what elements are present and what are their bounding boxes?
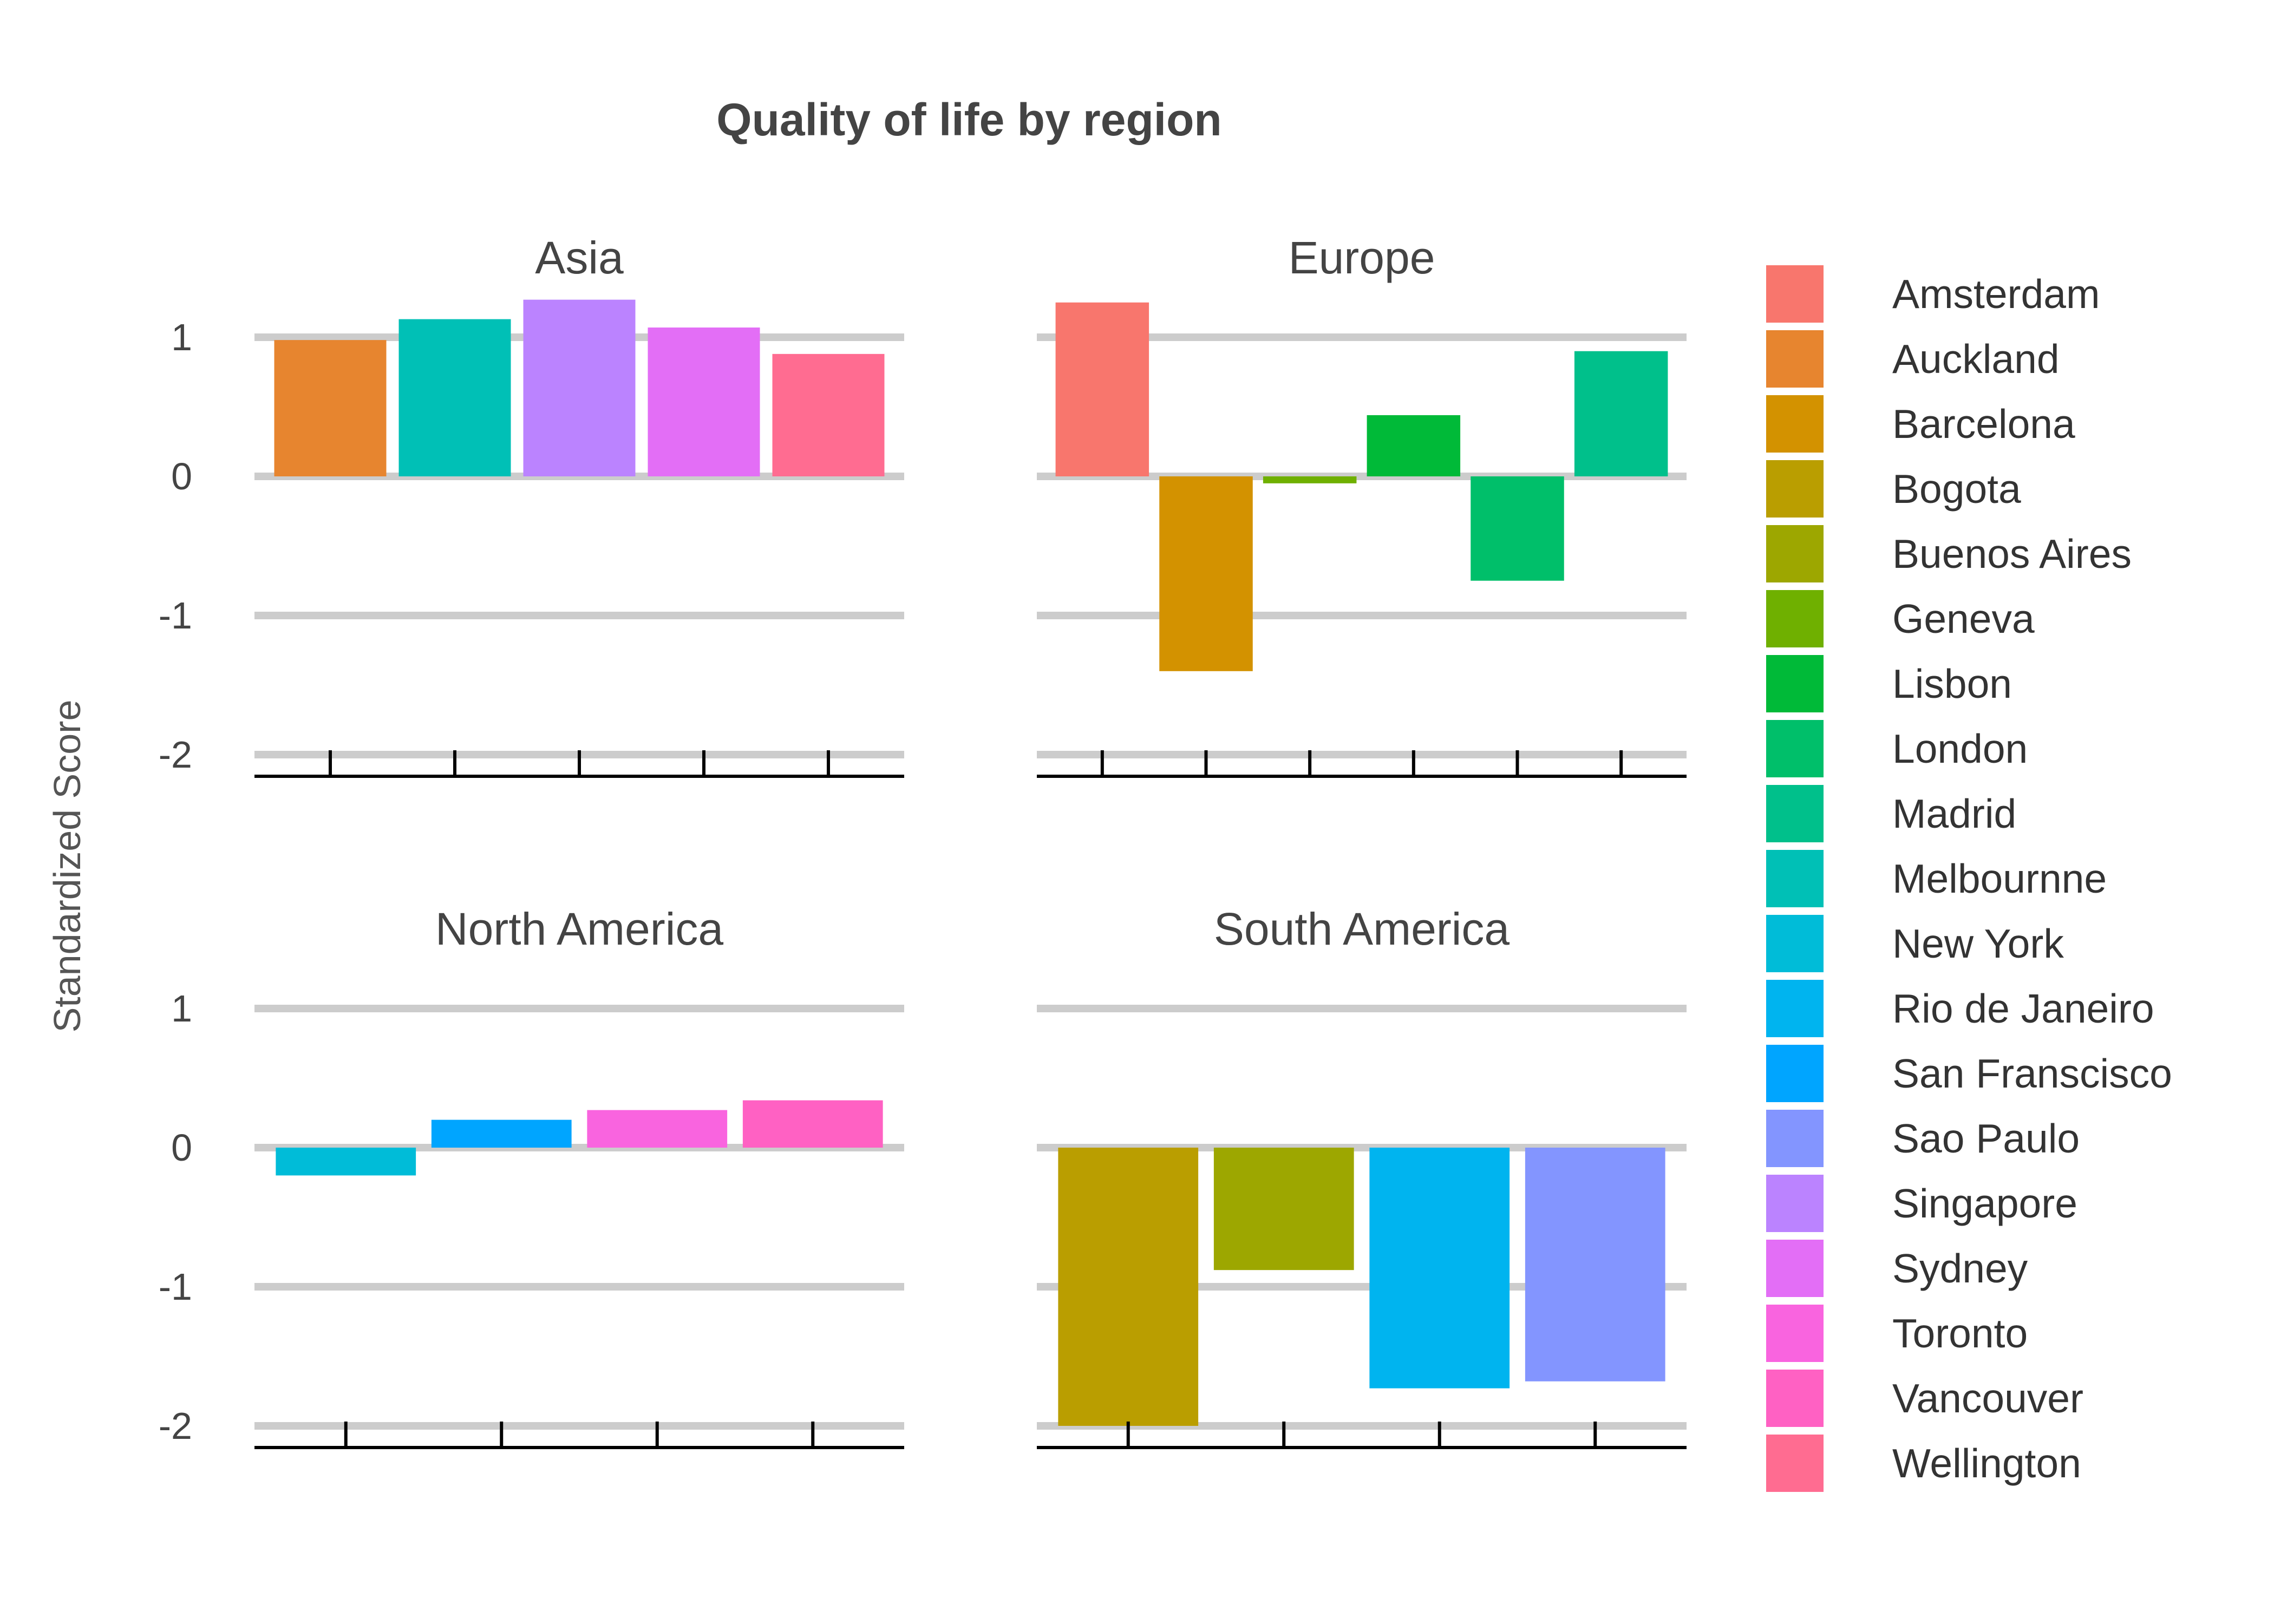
bar-madrid	[1574, 351, 1668, 476]
bar-sydney	[648, 328, 760, 476]
legend-item-london: London	[1766, 720, 2028, 777]
facet-panels: 1 0 -1 -2 Asia Europe 1 0 -1 -2 North America South…	[159, 232, 1687, 1449]
legend-swatch	[1766, 785, 1824, 842]
facet-label: North America	[435, 903, 723, 954]
facet-asia: 1 0 -1 -2 Asia	[159, 232, 904, 778]
legend-swatch	[1766, 850, 1824, 907]
legend-label: Wellington	[1892, 1440, 2081, 1486]
legend-swatch	[1766, 1435, 1824, 1492]
legend-swatch	[1766, 1110, 1824, 1167]
legend-item-singapore: Singapore	[1766, 1175, 2077, 1232]
y-tick-label: -2	[159, 1405, 192, 1447]
facet-europe: Europe	[1037, 232, 1687, 778]
legend-swatch	[1766, 1305, 1824, 1362]
legend-label: Lisbon	[1892, 661, 2012, 706]
legend-swatch	[1766, 590, 1824, 647]
facet-label: Europe	[1289, 232, 1435, 283]
y-axis-title: Standardized Score	[46, 700, 88, 1033]
legend-item-toronto: Toronto	[1766, 1305, 2028, 1362]
bar-sao-paulo	[1525, 1148, 1665, 1381]
legend-item-barcelona: Barcelona	[1766, 395, 2075, 453]
legend-label: New York	[1892, 921, 2064, 966]
legend-item-bogota: Bogota	[1766, 460, 2021, 518]
legend-swatch	[1766, 720, 1824, 777]
legend-item-sao-paulo: Sao Paulo	[1766, 1110, 2080, 1167]
legend-label: Geneva	[1892, 596, 2035, 641]
y-tick-label: 1	[171, 316, 192, 358]
y-tick-label: 1	[171, 987, 192, 1030]
bar-san-franscisco	[431, 1119, 572, 1148]
legend-item-san-franscisco: San Franscisco	[1766, 1045, 2172, 1102]
facet-label: Asia	[535, 232, 624, 283]
legend-label: Barcelona	[1892, 401, 2075, 447]
legend-item-geneva: Geneva	[1766, 590, 2035, 647]
legend-label: Madrid	[1892, 791, 2016, 836]
legend-swatch	[1766, 525, 1824, 582]
bar-lisbon	[1367, 415, 1461, 476]
chart-title: Quality of life by region	[716, 94, 1221, 145]
legend-item-sydney: Sydney	[1766, 1240, 2028, 1297]
legend-label: London	[1892, 726, 2028, 771]
legend-label: Sydney	[1892, 1246, 2028, 1291]
legend-swatch	[1766, 1045, 1824, 1102]
bar-toronto	[587, 1110, 728, 1148]
legend-label: Toronto	[1892, 1311, 2028, 1356]
legend-label: Auckland	[1892, 336, 2060, 382]
legend-swatch	[1766, 1175, 1824, 1232]
legend-item-rio-de-janeiro: Rio de Janeiro	[1766, 980, 2154, 1037]
legend-label: Bogota	[1892, 466, 2021, 512]
facet-south-america: South America	[1037, 903, 1687, 1449]
bar-vancouver	[742, 1100, 883, 1148]
bar-amsterdam	[1055, 302, 1149, 476]
legend-label: Amsterdam	[1892, 271, 2100, 317]
legend-label: Melbournne	[1892, 856, 2107, 901]
legend-label: Rio de Janeiro	[1892, 986, 2154, 1031]
bar-buenos-aires	[1213, 1148, 1354, 1271]
bar-singapore	[523, 299, 636, 476]
legend-swatch	[1766, 655, 1824, 712]
legend-item-buenos-aires: Buenos Aires	[1766, 525, 2132, 582]
legend-item-amsterdam: Amsterdam	[1766, 265, 2100, 323]
legend-swatch	[1766, 1240, 1824, 1297]
facet-label: South America	[1214, 903, 1510, 954]
y-tick-label: 0	[171, 1127, 192, 1169]
bar-wellington	[772, 353, 885, 476]
legend-label: Vancouver	[1892, 1376, 2083, 1421]
legend-item-vancouver: Vancouver	[1766, 1370, 2083, 1427]
bar-auckland	[274, 340, 387, 476]
bar-barcelona	[1159, 476, 1253, 671]
bar-geneva	[1263, 476, 1357, 483]
legend-swatch	[1766, 330, 1824, 388]
legend: Amsterdam Auckland Barcelona Bogota Buenos A…	[1766, 265, 2172, 1492]
legend-label: San Franscisco	[1892, 1051, 2172, 1096]
legend-label: Buenos Aires	[1892, 531, 2132, 577]
bar-bogota	[1058, 1148, 1199, 1426]
legend-label: Sao Paulo	[1892, 1116, 2080, 1161]
legend-label: Singapore	[1892, 1181, 2077, 1226]
y-tick-label: -1	[159, 1266, 192, 1308]
legend-swatch	[1766, 915, 1824, 972]
bar-london	[1471, 476, 1564, 581]
y-tick-label: 0	[171, 455, 192, 497]
legend-item-melbournne: Melbournne	[1766, 850, 2107, 907]
facet-north-america: 1 0 -1 -2 North America	[159, 903, 904, 1449]
legend-item-lisbon: Lisbon	[1766, 655, 2012, 712]
bar-rio-de-janeiro	[1369, 1148, 1510, 1389]
legend-swatch	[1766, 1370, 1824, 1427]
legend-swatch	[1766, 265, 1824, 323]
legend-item-auckland: Auckland	[1766, 330, 2060, 388]
legend-item-madrid: Madrid	[1766, 785, 2016, 842]
legend-swatch	[1766, 460, 1824, 518]
bar-melbournne	[398, 319, 511, 476]
bar-new-york	[276, 1148, 416, 1176]
legend-swatch	[1766, 980, 1824, 1037]
y-tick-label: -2	[159, 734, 192, 776]
legend-swatch	[1766, 395, 1824, 453]
legend-item-wellington: Wellington	[1766, 1435, 2081, 1492]
legend-item-new-york: New York	[1766, 915, 2064, 972]
y-tick-label: -1	[159, 594, 192, 637]
